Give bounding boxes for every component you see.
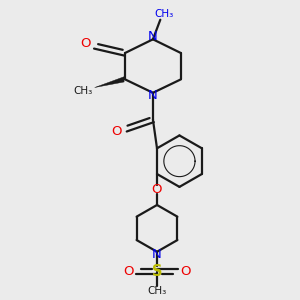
Text: S: S (152, 264, 162, 279)
Text: CH₃: CH₃ (154, 10, 174, 20)
Text: O: O (111, 125, 122, 138)
Text: O: O (151, 183, 162, 196)
Text: N: N (148, 30, 158, 43)
Polygon shape (94, 77, 124, 88)
Text: O: O (181, 265, 191, 278)
Text: CH₃: CH₃ (73, 86, 92, 96)
Text: N: N (152, 248, 162, 261)
Text: O: O (123, 265, 134, 278)
Text: N: N (148, 89, 158, 102)
Text: O: O (80, 37, 91, 50)
Text: CH₃: CH₃ (147, 286, 167, 296)
